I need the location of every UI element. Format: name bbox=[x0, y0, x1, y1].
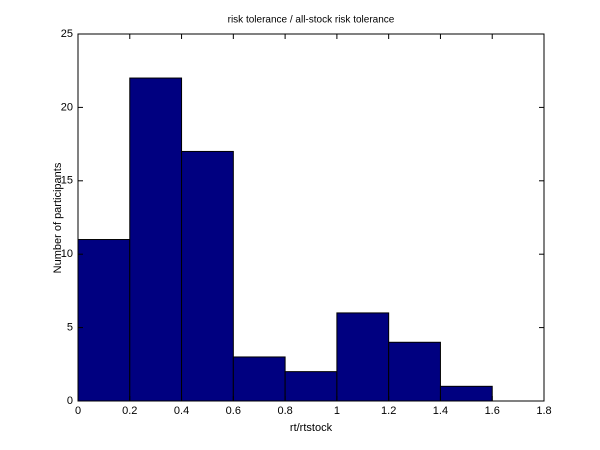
x-tick-label: 0 bbox=[75, 405, 81, 417]
x-tick-label: 1.4 bbox=[433, 405, 448, 417]
x-tick-label: 1.2 bbox=[381, 405, 396, 417]
histogram-bar bbox=[129, 77, 183, 402]
y-tick-label: 20 bbox=[61, 101, 73, 113]
histogram-bar bbox=[77, 239, 131, 402]
x-tick-label: 0.2 bbox=[122, 405, 137, 417]
y-tick-label: 25 bbox=[61, 28, 73, 40]
chart-title: risk tolerance / all-stock risk toleranc… bbox=[228, 15, 395, 26]
histogram-bar bbox=[232, 356, 286, 402]
y-tick-label: 5 bbox=[67, 322, 73, 334]
histogram-bar bbox=[388, 341, 441, 402]
histogram-bar bbox=[181, 150, 234, 402]
x-tick-label: 1.8 bbox=[536, 405, 551, 417]
x-axis-label: rt/rtstock bbox=[290, 422, 333, 434]
x-tick-label: 1 bbox=[334, 405, 340, 417]
y-tick-label: 10 bbox=[61, 248, 73, 260]
x-tick-label: 1.6 bbox=[485, 405, 500, 417]
x-tick-label: 0.6 bbox=[226, 405, 241, 417]
histogram-bar bbox=[336, 312, 390, 402]
axes-box bbox=[77, 33, 545, 402]
y-tick-label: 0 bbox=[67, 395, 73, 407]
y-axis-label: Number of participants bbox=[52, 162, 64, 273]
x-tick-label: 0.8 bbox=[277, 405, 292, 417]
x-tick-label: 0.4 bbox=[174, 405, 189, 417]
histogram-bar bbox=[439, 385, 493, 402]
y-tick-label: 15 bbox=[61, 175, 73, 187]
histogram-bar bbox=[284, 371, 338, 402]
